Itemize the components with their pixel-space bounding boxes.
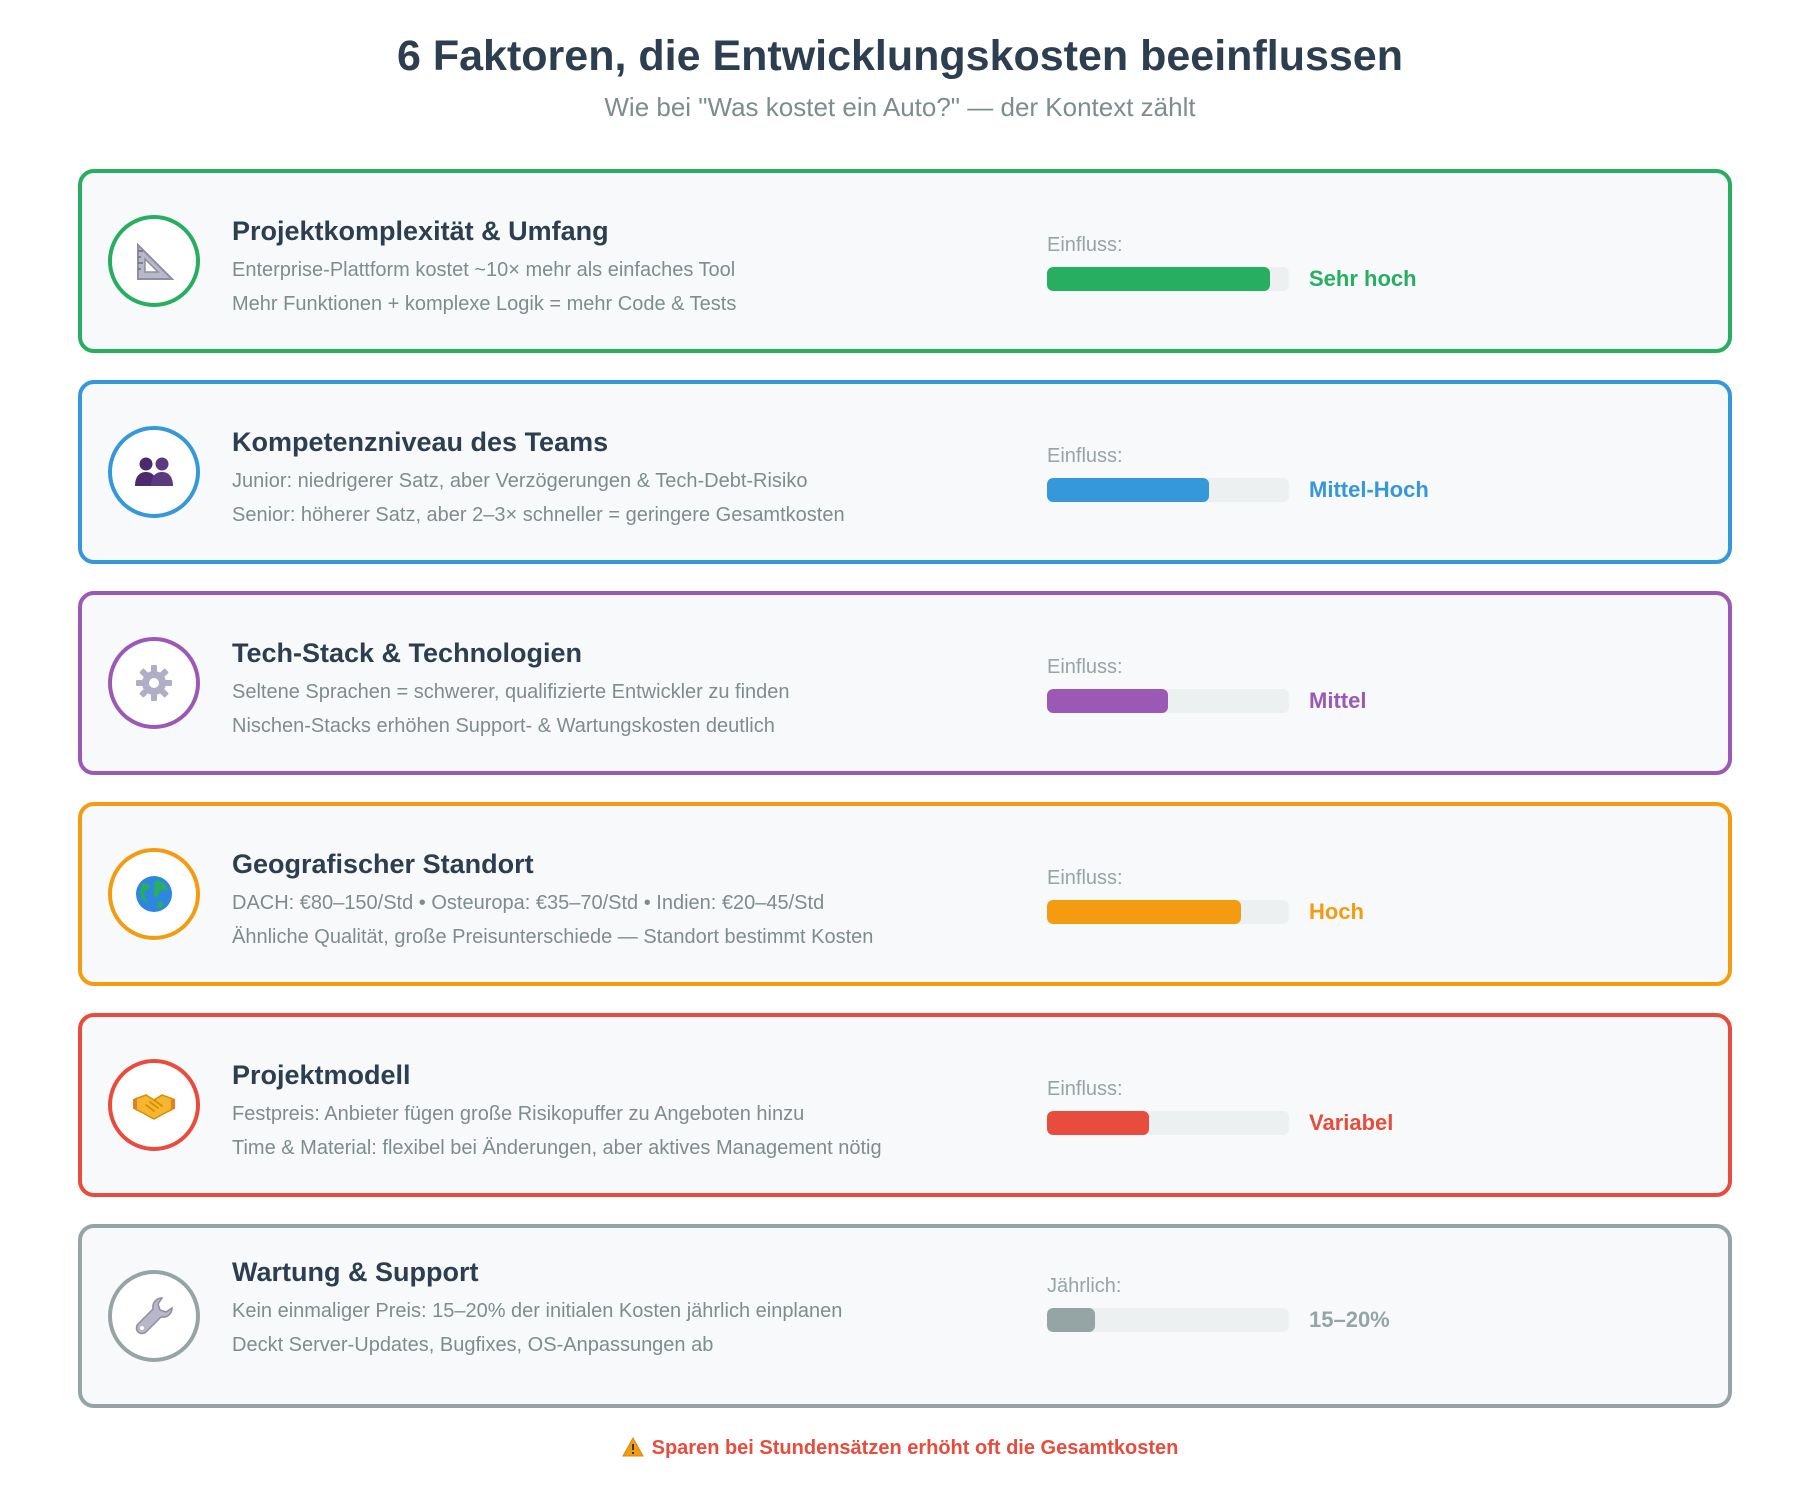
impact-value: Hoch [1309, 899, 1364, 924]
factor-line-2: Mehr Funktionen + komplexe Logik = mehr … [232, 293, 737, 315]
factor-line-1: Junior: niedrigerer Satz, aber Verzögeru… [232, 470, 808, 492]
impact-section: Einfluss: Variabel [1047, 1077, 1647, 1135]
factor-line-2: Time & Material: flexibel bei Änderungen… [232, 1137, 882, 1159]
impact-bar-fill [1047, 689, 1168, 713]
impact-label: Einfluss: [1047, 234, 1123, 256]
impact-value: Mittel [1309, 688, 1367, 713]
impact-section: Jährlich: 15–20% [1047, 1274, 1647, 1332]
impact-bar-fill [1047, 1308, 1096, 1332]
header: 6 Faktoren, die Entwicklungskosten beein… [0, 30, 1800, 124]
factor-line-2: Senior: höherer Satz, aber 2–3× schnelle… [232, 504, 845, 526]
gear-icon [108, 637, 200, 729]
page-title: 6 Faktoren, die Entwicklungskosten beein… [397, 32, 1403, 80]
factor-line-2: Ähnliche Qualität, große Preisunterschie… [232, 926, 874, 948]
footer-text: Sparen bei Stundensätzen erhöht oft die … [651, 1437, 1179, 1459]
factor-line-1: Festpreis: Anbieter fügen große Risikopu… [232, 1103, 805, 1125]
page-subtitle: Wie bei "Was kostet ein Auto?" — der Kon… [604, 92, 1196, 122]
impact-bar [1047, 1308, 1289, 1332]
warning-icon [621, 1436, 644, 1463]
impact-value: Variabel [1309, 1110, 1394, 1135]
factor-title: Projektmodell [232, 1060, 411, 1090]
factor-card-project-model: Projektmodell Festpreis: Anbieter fügen … [78, 1013, 1732, 1197]
footer-note: Sparen bei Stundensätzen erhöht oft die … [0, 1436, 1800, 1463]
impact-bar-fill [1047, 478, 1210, 502]
impact-section: Einfluss: Mittel [1047, 655, 1647, 713]
factor-card-tech-stack: Tech-Stack & Technologien Seltene Sprach… [78, 591, 1732, 775]
factor-card-location: Geografischer Standort DACH: €80–150/Std… [78, 802, 1732, 986]
impact-bar [1047, 900, 1289, 924]
factor-title: Projektkomplexität & Umfang [232, 216, 609, 246]
impact-bar-fill [1047, 1111, 1149, 1135]
impact-value: 15–20% [1309, 1307, 1390, 1332]
impact-value: Sehr hoch [1309, 266, 1417, 291]
impact-label: Einfluss: [1047, 1078, 1123, 1100]
factor-line-1: Kein einmaliger Preis: 15–20% der initia… [232, 1300, 843, 1322]
factor-line-1: Enterprise-Plattform kostet ~10× mehr al… [232, 259, 736, 281]
factor-title: Kompetenzniveau des Teams [232, 427, 609, 457]
impact-bar [1047, 689, 1289, 713]
factor-card-team: Kompetenzniveau des Teams Junior: niedri… [78, 380, 1732, 564]
people-icon [108, 426, 200, 518]
impact-section: Einfluss: Mittel-Hoch [1047, 444, 1647, 502]
impact-label: Einfluss: [1047, 445, 1123, 467]
impact-bar-fill [1047, 900, 1241, 924]
impact-bar [1047, 267, 1289, 291]
factor-line-1: Seltene Sprachen = schwerer, qualifizier… [232, 681, 790, 703]
impact-label: Einfluss: [1047, 867, 1123, 889]
factor-list: Projektkomplexität & Umfang Enterprise-P… [78, 169, 1732, 1435]
impact-section: Einfluss: Hoch [1047, 866, 1647, 924]
impact-value: Mittel-Hoch [1309, 477, 1429, 502]
impact-bar [1047, 478, 1289, 502]
factor-line-1: DACH: €80–150/Std • Osteuropa: €35–70/St… [232, 892, 825, 914]
globe-icon [108, 848, 200, 940]
impact-bar [1047, 1111, 1289, 1135]
factor-card-maintenance: Wartung & Support Kein einmaliger Preis:… [78, 1224, 1732, 1408]
factor-line-2: Deckt Server-Updates, Bugfixes, OS-Anpas… [232, 1334, 714, 1356]
factor-title: Geografischer Standort [232, 849, 534, 879]
factor-line-2: Nischen-Stacks erhöhen Support- & Wartun… [232, 715, 775, 737]
handshake-icon [108, 1059, 200, 1151]
factor-title: Tech-Stack & Technologien [232, 638, 583, 668]
wrench-icon [108, 1270, 200, 1362]
triangle-ruler-icon [108, 215, 200, 307]
impact-label: Jährlich: [1047, 1275, 1122, 1297]
impact-label: Einfluss: [1047, 656, 1123, 678]
factor-card-complexity: Projektkomplexität & Umfang Enterprise-P… [78, 169, 1732, 353]
impact-bar-fill [1047, 267, 1270, 291]
impact-section: Einfluss: Sehr hoch [1047, 233, 1647, 291]
factor-title: Wartung & Support [232, 1257, 479, 1287]
